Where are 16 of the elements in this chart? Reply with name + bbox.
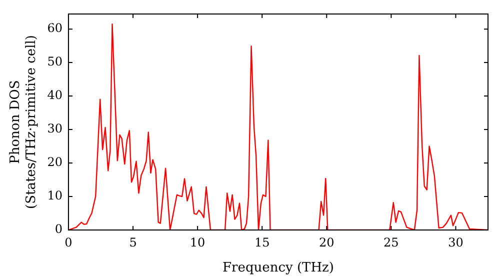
y-tick-label: 40: [47, 88, 62, 102]
x-tick-label: 20: [319, 235, 334, 250]
x-tick-label: 10: [190, 235, 206, 250]
x-tick-label: 15: [254, 235, 270, 250]
x-tick-label: 5: [129, 235, 137, 250]
y-tick-label: 30: [47, 122, 62, 136]
y-tick-label: 10: [47, 188, 62, 203]
x-tick-label: 30: [448, 235, 464, 250]
y-tick-label: 50: [47, 54, 62, 69]
y-tick-label: 0: [54, 222, 62, 236]
y-axis-title: Phonon DOS (States/THz·primitive cell): [8, 34, 39, 210]
x-axis-title: Frequency (THz): [222, 260, 334, 276]
x-tick-label: 0: [64, 235, 72, 250]
x-tick-label: 25: [384, 235, 399, 250]
y-tick-label: 20: [47, 155, 62, 170]
y-tick-label: 60: [47, 21, 62, 36]
